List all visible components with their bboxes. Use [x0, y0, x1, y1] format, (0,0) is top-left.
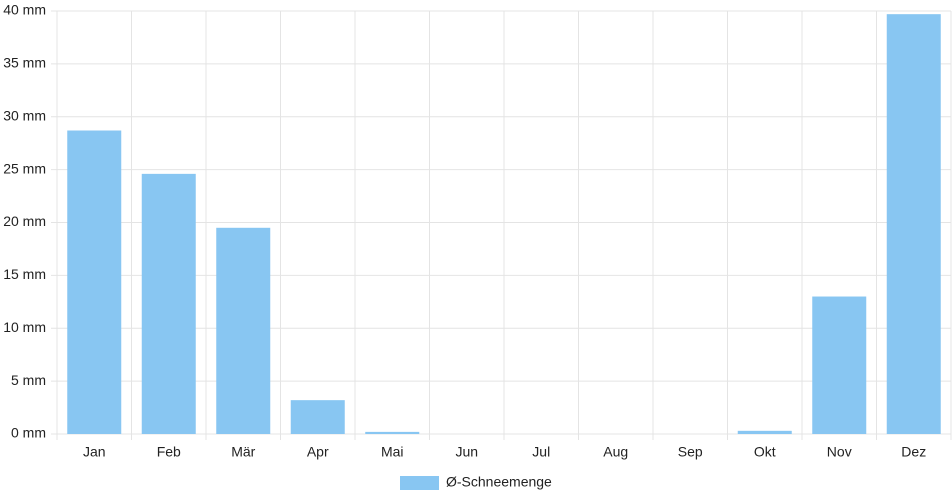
bar	[216, 227, 271, 434]
x-tick-label: Aug	[603, 444, 628, 460]
bar	[290, 400, 345, 434]
bar	[812, 296, 867, 434]
x-tick-label: Apr	[307, 444, 329, 460]
y-tick-label: 25 mm	[3, 160, 46, 176]
y-tick-label: 20 mm	[3, 213, 46, 229]
x-tick-label: Feb	[157, 444, 181, 460]
bar	[365, 431, 420, 434]
x-tick-label: Jan	[83, 444, 106, 460]
bar	[141, 173, 196, 435]
x-tick-label: Sep	[678, 444, 703, 460]
x-tick-label: Dez	[901, 444, 926, 460]
bar	[737, 430, 792, 434]
y-tick-label: 5 mm	[11, 372, 46, 388]
x-tick-label: Jun	[455, 444, 478, 460]
y-tick-label: 35 mm	[3, 55, 46, 71]
y-tick-label: 30 mm	[3, 107, 46, 123]
legend-label: Ø-Schneemenge	[446, 474, 552, 490]
bar	[67, 130, 122, 434]
x-tick-label: Mär	[231, 444, 255, 460]
y-tick-label: 40 mm	[3, 2, 46, 18]
y-tick-label: 10 mm	[3, 319, 46, 335]
x-tick-label: Nov	[827, 444, 852, 460]
bar	[886, 14, 941, 435]
x-tick-label: Jul	[532, 444, 550, 460]
x-tick-label: Mai	[381, 444, 404, 460]
y-tick-label: 15 mm	[3, 266, 46, 282]
x-tick-label: Okt	[754, 444, 776, 460]
legend-swatch	[400, 476, 439, 490]
y-tick-label: 0 mm	[11, 425, 46, 441]
